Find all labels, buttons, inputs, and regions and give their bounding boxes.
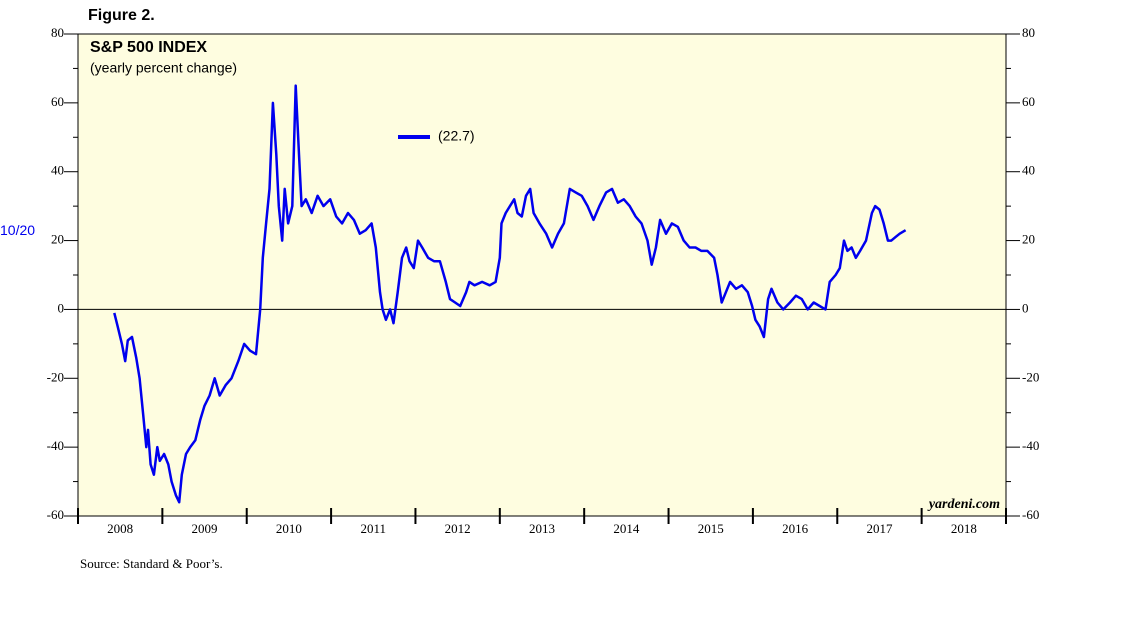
x-tick-label: 2008 bbox=[107, 521, 133, 536]
chart-title: S&P 500 INDEX bbox=[90, 39, 207, 56]
y-tick-label: 0 bbox=[58, 300, 65, 315]
y2-tick-label: 0 bbox=[1022, 300, 1029, 315]
y-tick-label: 80 bbox=[51, 25, 64, 40]
y2-tick-label: -60 bbox=[1022, 507, 1039, 522]
y-tick-label: 40 bbox=[51, 163, 64, 178]
y-tick-label: -60 bbox=[47, 507, 64, 522]
x-tick-label: 2011 bbox=[361, 521, 387, 536]
watermark: yardeni.com bbox=[927, 497, 1000, 512]
source: Source: Standard & Poor’s. bbox=[80, 556, 223, 571]
y-tick-label: 60 bbox=[51, 94, 64, 109]
legend-label: (22.7) bbox=[438, 128, 475, 144]
y2-tick-label: 20 bbox=[1022, 232, 1035, 247]
y-tick-label: -20 bbox=[47, 369, 64, 384]
x-tick-label: 2016 bbox=[782, 521, 809, 536]
end-annotation: 10/20 bbox=[0, 222, 35, 238]
x-tick-label: 2018 bbox=[951, 521, 977, 536]
y2-tick-label: 60 bbox=[1022, 94, 1035, 109]
y2-tick-label: -20 bbox=[1022, 369, 1039, 384]
x-tick-label: 2010 bbox=[276, 521, 302, 536]
figure-label: Figure 2. bbox=[88, 7, 155, 24]
plot-area bbox=[77, 33, 1007, 517]
y-tick-label: -40 bbox=[47, 438, 64, 453]
x-tick-label: 2014 bbox=[613, 521, 640, 536]
x-tick-label: 2013 bbox=[529, 521, 555, 536]
x-tick-label: 2015 bbox=[698, 521, 724, 536]
chart-subtitle: (yearly percent change) bbox=[90, 60, 237, 76]
y2-tick-label: 80 bbox=[1022, 25, 1035, 40]
y2-tick-label: 40 bbox=[1022, 163, 1035, 178]
x-tick-label: 2012 bbox=[445, 521, 471, 536]
y2-tick-label: -40 bbox=[1022, 438, 1039, 453]
y-tick-label: 20 bbox=[51, 232, 64, 247]
series-line bbox=[113, 84, 907, 504]
x-tick-label: 2009 bbox=[192, 521, 218, 536]
x-tick-label: 2017 bbox=[866, 521, 893, 536]
